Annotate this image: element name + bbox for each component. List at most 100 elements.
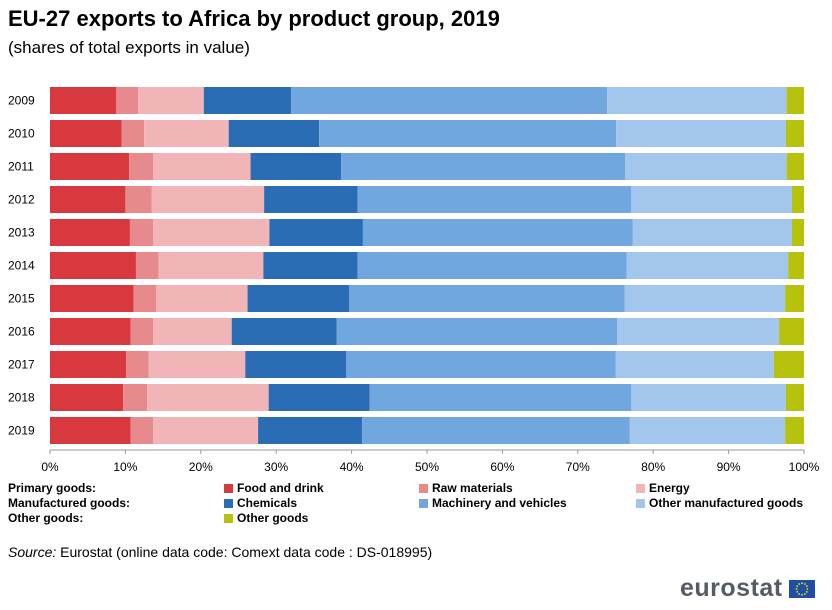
- x-tick-label: 100%: [789, 460, 820, 474]
- legend-label: Machinery and vehicles: [432, 496, 567, 510]
- bar-raw-materials-2009: [116, 87, 139, 114]
- bar-machinery-and-vehicles-2012: [357, 186, 632, 213]
- stacked-bar-chart: 2009 2010 2011 2012 2013 2014 2015 2016 2017 2018…: [8, 87, 820, 474]
- bar-food-and-drink-2018: [50, 384, 124, 411]
- bar-machinery-and-vehicles-2017: [346, 351, 616, 378]
- bar-food-and-drink-2019: [50, 417, 131, 444]
- bar-energy-2019: [153, 417, 259, 444]
- bar-food-and-drink-2010: [50, 120, 122, 147]
- bar-chemicals-2011: [250, 153, 342, 180]
- bar-chemicals-2016: [231, 318, 337, 345]
- bar-other-manufactured-goods-2016: [617, 318, 780, 345]
- source-text: Eurostat (online data code: Comext data …: [60, 544, 433, 560]
- bar-food-and-drink-2011: [50, 153, 130, 180]
- x-tick-label: 40%: [340, 460, 364, 474]
- bar-food-and-drink-2015: [50, 285, 134, 312]
- bar-raw-materials-2017: [126, 351, 149, 378]
- legend-swatch: [419, 484, 428, 493]
- bar-other-goods-2009: [786, 87, 804, 114]
- x-tick-label: 80%: [641, 460, 665, 474]
- bar-chemicals-2018: [268, 384, 370, 411]
- bar-chemicals-2014: [263, 252, 358, 279]
- bar-other-manufactured-goods-2010: [616, 120, 786, 147]
- bar-energy-2017: [148, 351, 246, 378]
- bar-other-goods-2016: [779, 318, 804, 345]
- bar-machinery-and-vehicles-2016: [336, 318, 618, 345]
- bar-raw-materials-2015: [133, 285, 157, 312]
- bar-other-goods-2014: [788, 252, 804, 279]
- legend-item-energy: Energy: [636, 481, 690, 495]
- bar-raw-materials-2010: [121, 120, 145, 147]
- bar-energy-2011: [153, 153, 251, 180]
- chart-subtitle: (shares of total exports in value): [8, 38, 250, 57]
- legend-label: Chemicals: [237, 496, 298, 510]
- bar-other-manufactured-goods-2018: [631, 384, 786, 411]
- bar-machinery-and-vehicles-2010: [319, 120, 617, 147]
- x-tick-label: 60%: [490, 460, 514, 474]
- legend-item-raw-materials: Raw materials: [419, 481, 513, 495]
- legend-swatch: [636, 484, 645, 493]
- bar-other-manufactured-goods-2013: [632, 219, 792, 246]
- bar-machinery-and-vehicles-2011: [341, 153, 626, 180]
- y-tick-label-2014: 2014: [8, 259, 35, 273]
- bar-other-manufactured-goods-2014: [626, 252, 789, 279]
- bar-raw-materials-2016: [130, 318, 154, 345]
- bar-other-goods-2011: [786, 153, 804, 180]
- x-tick-label: 10%: [113, 460, 137, 474]
- bar-chemicals-2012: [264, 186, 358, 213]
- legend-item-other-goods: Other goods: [224, 511, 308, 525]
- legend-group-label: Primary goods:: [8, 481, 97, 495]
- bar-raw-materials-2013: [129, 219, 154, 246]
- bar-other-goods-2017: [773, 351, 804, 378]
- bar-chemicals-2010: [228, 120, 320, 147]
- y-tick-label-2009: 2009: [8, 94, 35, 108]
- bar-other-goods-2018: [785, 384, 804, 411]
- source-note: Source: Eurostat (online data code: Come…: [8, 544, 432, 560]
- y-tick-label-2010: 2010: [8, 127, 35, 141]
- x-tick-label: 30%: [264, 460, 288, 474]
- legend-label: Other manufactured goods: [649, 496, 804, 510]
- legend-swatch: [224, 484, 233, 493]
- legend-group-label: Other goods:: [8, 511, 84, 525]
- legend-label: Energy: [649, 481, 690, 495]
- legend-swatch: [636, 499, 645, 508]
- bar-machinery-and-vehicles-2015: [349, 285, 625, 312]
- bar-other-manufactured-goods-2009: [607, 87, 787, 114]
- bar-raw-materials-2014: [135, 252, 159, 279]
- bar-other-manufactured-goods-2017: [615, 351, 774, 378]
- bar-food-and-drink-2017: [50, 351, 127, 378]
- bar-food-and-drink-2014: [50, 252, 136, 279]
- bar-food-and-drink-2016: [50, 318, 131, 345]
- chart-title: EU-27 exports to Africa by product group…: [8, 6, 500, 31]
- bar-other-manufactured-goods-2015: [624, 285, 786, 312]
- y-tick-label-2018: 2018: [8, 391, 35, 405]
- y-tick-label-2012: 2012: [8, 193, 35, 207]
- bar-other-goods-2015: [785, 285, 804, 312]
- bar-machinery-and-vehicles-2014: [357, 252, 627, 279]
- bar-other-manufactured-goods-2011: [625, 153, 787, 180]
- bar-energy-2018: [147, 384, 269, 411]
- legend-swatch: [224, 514, 233, 523]
- bar-chemicals-2015: [247, 285, 350, 312]
- bar-machinery-and-vehicles-2018: [369, 384, 632, 411]
- legend-swatch: [419, 499, 428, 508]
- bar-energy-2015: [156, 285, 248, 312]
- bar-other-goods-2012: [791, 186, 804, 213]
- bar-other-manufactured-goods-2019: [629, 417, 786, 444]
- bar-raw-materials-2018: [123, 384, 148, 411]
- bar-energy-2013: [153, 219, 270, 246]
- bar-energy-2012: [151, 186, 265, 213]
- bar-machinery-and-vehicles-2013: [362, 219, 633, 246]
- y-tick-label-2011: 2011: [8, 160, 34, 174]
- x-tick-label: 0%: [41, 460, 59, 474]
- bar-chemicals-2013: [269, 219, 363, 246]
- bar-other-goods-2019: [785, 417, 804, 444]
- bar-food-and-drink-2012: [50, 186, 126, 213]
- x-tick-label: 20%: [189, 460, 213, 474]
- y-tick-label-2015: 2015: [8, 292, 35, 306]
- bar-other-manufactured-goods-2012: [631, 186, 792, 213]
- bar-chemicals-2019: [258, 417, 363, 444]
- bar-chemicals-2009: [203, 87, 292, 114]
- bar-other-goods-2013: [791, 219, 804, 246]
- legend-item-chemicals: Chemicals: [224, 496, 297, 510]
